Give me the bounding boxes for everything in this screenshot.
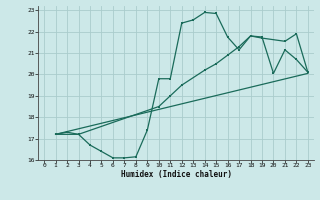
X-axis label: Humidex (Indice chaleur): Humidex (Indice chaleur): [121, 170, 231, 179]
